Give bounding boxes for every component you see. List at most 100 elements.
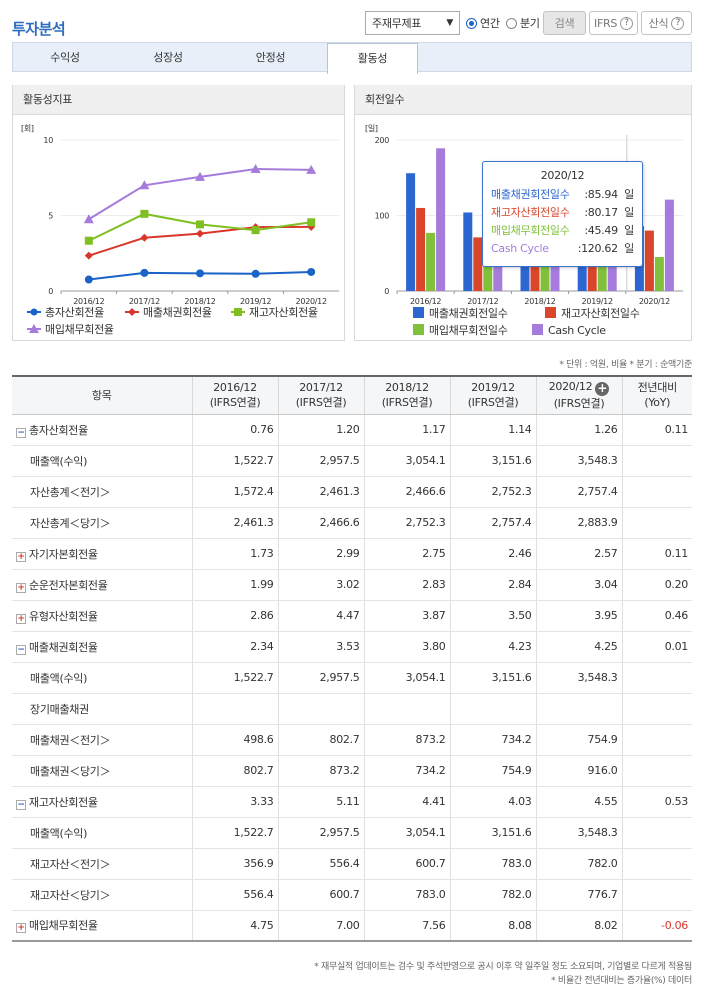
expand-icon[interactable]: +: [16, 613, 26, 624]
collapse-icon[interactable]: −: [16, 799, 26, 810]
row-label[interactable]: − 재고자산회전율: [12, 786, 192, 818]
table-cell: 2,752.3: [363, 507, 450, 539]
tab-profitability[interactable]: 수익성: [50, 51, 80, 64]
column-header: 2018/12 (IFRS연결): [363, 376, 450, 415]
x-tick-label: 2017/12: [129, 297, 160, 306]
yoy-cell: [621, 507, 692, 539]
row-label: 재고자산＜당기＞: [12, 879, 192, 911]
activity-line-chart: [회] 10 5 0 2016/12 2017/12 2018/12 2019/12 2020/…: [21, 124, 339, 336]
row-label-text: 재고자산회전율: [29, 795, 98, 809]
legend-marker: [30, 308, 38, 316]
row-label-text: 총자산회전율: [29, 423, 88, 437]
table-cell: 600.7: [363, 848, 450, 880]
table-cell: 802.7: [191, 755, 278, 787]
question-icon: ?: [620, 16, 633, 30]
row-label[interactable]: + 매입채무회전율: [12, 910, 192, 942]
bar: [540, 254, 550, 291]
search-button[interactable]: 검색: [543, 11, 586, 35]
data-point: [140, 209, 149, 218]
row-label-text: 재고자산＜당기＞: [30, 888, 111, 902]
add-column-icon[interactable]: +: [595, 382, 610, 397]
y-tick-label: 5: [48, 212, 53, 221]
table-cell: 3,054.1: [363, 445, 450, 477]
yoy-cell: 0.20: [621, 569, 692, 601]
table-row: 재고자산＜전기＞ 356.9 556.4 600.7 783.0 782.0: [12, 848, 692, 880]
x-tick-label: 2018/12: [184, 297, 215, 306]
table-cell: 3,548.3: [535, 817, 622, 849]
table-cell: 7.56: [363, 910, 450, 942]
row-label[interactable]: + 순운전자본회전율: [12, 569, 192, 601]
radio-annual[interactable]: 연간: [466, 11, 500, 35]
table-cell: 2,757.4: [535, 476, 622, 508]
yoy-cell: 0.11: [621, 414, 692, 446]
data-point: [306, 164, 317, 174]
row-label-text: 매입채무회전율: [29, 919, 98, 933]
column-header: 전년대비 (YoY): [621, 376, 692, 415]
radio-off-icon: [506, 17, 517, 29]
data-point: [196, 220, 204, 229]
y-unit-label: [회]: [21, 124, 34, 133]
legend-label: 재고자산회전율: [249, 306, 318, 319]
row-label[interactable]: − 총자산회전율: [12, 414, 192, 446]
table-cell: 802.7: [277, 724, 364, 756]
expand-icon[interactable]: +: [16, 551, 26, 562]
table-cell: 3,548.3: [535, 445, 622, 477]
data-point: [140, 268, 149, 277]
data-point: [250, 163, 261, 173]
table-cell: 0.76: [191, 414, 278, 446]
statement-select[interactable]: 주재무제표 ▼: [365, 11, 460, 35]
table-row: 매출액(수익) 1,522.7 2,957.5 3,054.1 3,151.6 3,548…: [12, 445, 692, 477]
data-point: [251, 226, 260, 235]
collapse-icon[interactable]: −: [16, 427, 26, 438]
table-cell: 776.7: [535, 879, 622, 911]
table-cell: [191, 693, 278, 725]
table-row: 매출채권＜당기＞ 802.7 873.2 734.2 754.9 916.0: [12, 755, 692, 787]
table-cell: 2,466.6: [363, 476, 450, 508]
ifrs-button[interactable]: IFRS?: [589, 11, 638, 35]
table-row: 재고자산＜당기＞ 556.4 600.7 783.0 782.0 776.7: [12, 879, 692, 911]
table-cell: 2,461.3: [191, 507, 278, 539]
table-cell: 3.02: [277, 569, 364, 601]
row-label[interactable]: − 매출채권회전율: [12, 631, 192, 663]
table-cell: 356.9: [191, 848, 278, 880]
yoy-cell: [621, 817, 692, 849]
row-label[interactable]: + 유형자산회전율: [12, 600, 192, 632]
legend-swatch: [532, 324, 543, 335]
tab-stability[interactable]: 안정성: [255, 51, 286, 64]
tab-growth[interactable]: 성장성: [153, 51, 183, 64]
row-label: 매출액(수익): [12, 445, 192, 477]
row-label-text: 매출채권＜당기＞: [30, 764, 111, 778]
bar: [654, 257, 664, 291]
row-label-text: 매출액(수익): [30, 671, 88, 685]
radio-quarter-label: 분기: [520, 17, 540, 30]
table-row: − 재고자산회전율 3.33 5.11 4.41 4.03 4.55 0.53: [12, 786, 692, 818]
x-tick-label: 2016/12: [410, 297, 441, 306]
bar: [463, 212, 473, 291]
expand-icon[interactable]: +: [16, 582, 26, 593]
tab-activity[interactable]: 활동성: [327, 43, 418, 74]
table-row: − 매출채권회전율 2.34 3.53 3.80 4.23 4.25 0.01: [12, 631, 692, 663]
page-title: 투자분석: [12, 20, 66, 38]
table-cell: 2.83: [363, 569, 450, 601]
y-tick-label: 0: [384, 287, 389, 296]
row-label-text: 매출채권＜전기＞: [30, 733, 111, 747]
footnote-2: * 비율간 전년대비는 증가율(%) 데이터: [551, 976, 692, 986]
radio-quarter[interactable]: 분기: [506, 11, 540, 35]
legend-marker: [29, 324, 39, 333]
expand-icon[interactable]: +: [16, 923, 26, 934]
unit-note: * 단위 : 억원, 비율 * 분기 : 순액기준: [559, 360, 692, 370]
data-point: [251, 269, 260, 278]
formula-button[interactable]: 산식?: [641, 11, 692, 35]
table-cell: [535, 693, 622, 725]
row-label[interactable]: + 자기자본회전율: [12, 538, 192, 570]
table-row: 매출액(수익) 1,522.7 2,957.5 3,054.1 3,151.6 3,548…: [12, 817, 692, 849]
table-cell: 873.2: [277, 755, 364, 787]
table-cell: 4.41: [363, 786, 450, 818]
bar: [416, 207, 426, 291]
collapse-icon[interactable]: −: [16, 644, 26, 655]
table-row: 매출액(수익) 1,522.7 2,957.5 3,054.1 3,151.6 3,548…: [12, 662, 692, 694]
data-point: [196, 229, 204, 238]
data-point: [84, 251, 93, 260]
tooltip-row-label: 매출채권회전일수: [491, 188, 570, 201]
table-cell: 498.6: [191, 724, 278, 756]
